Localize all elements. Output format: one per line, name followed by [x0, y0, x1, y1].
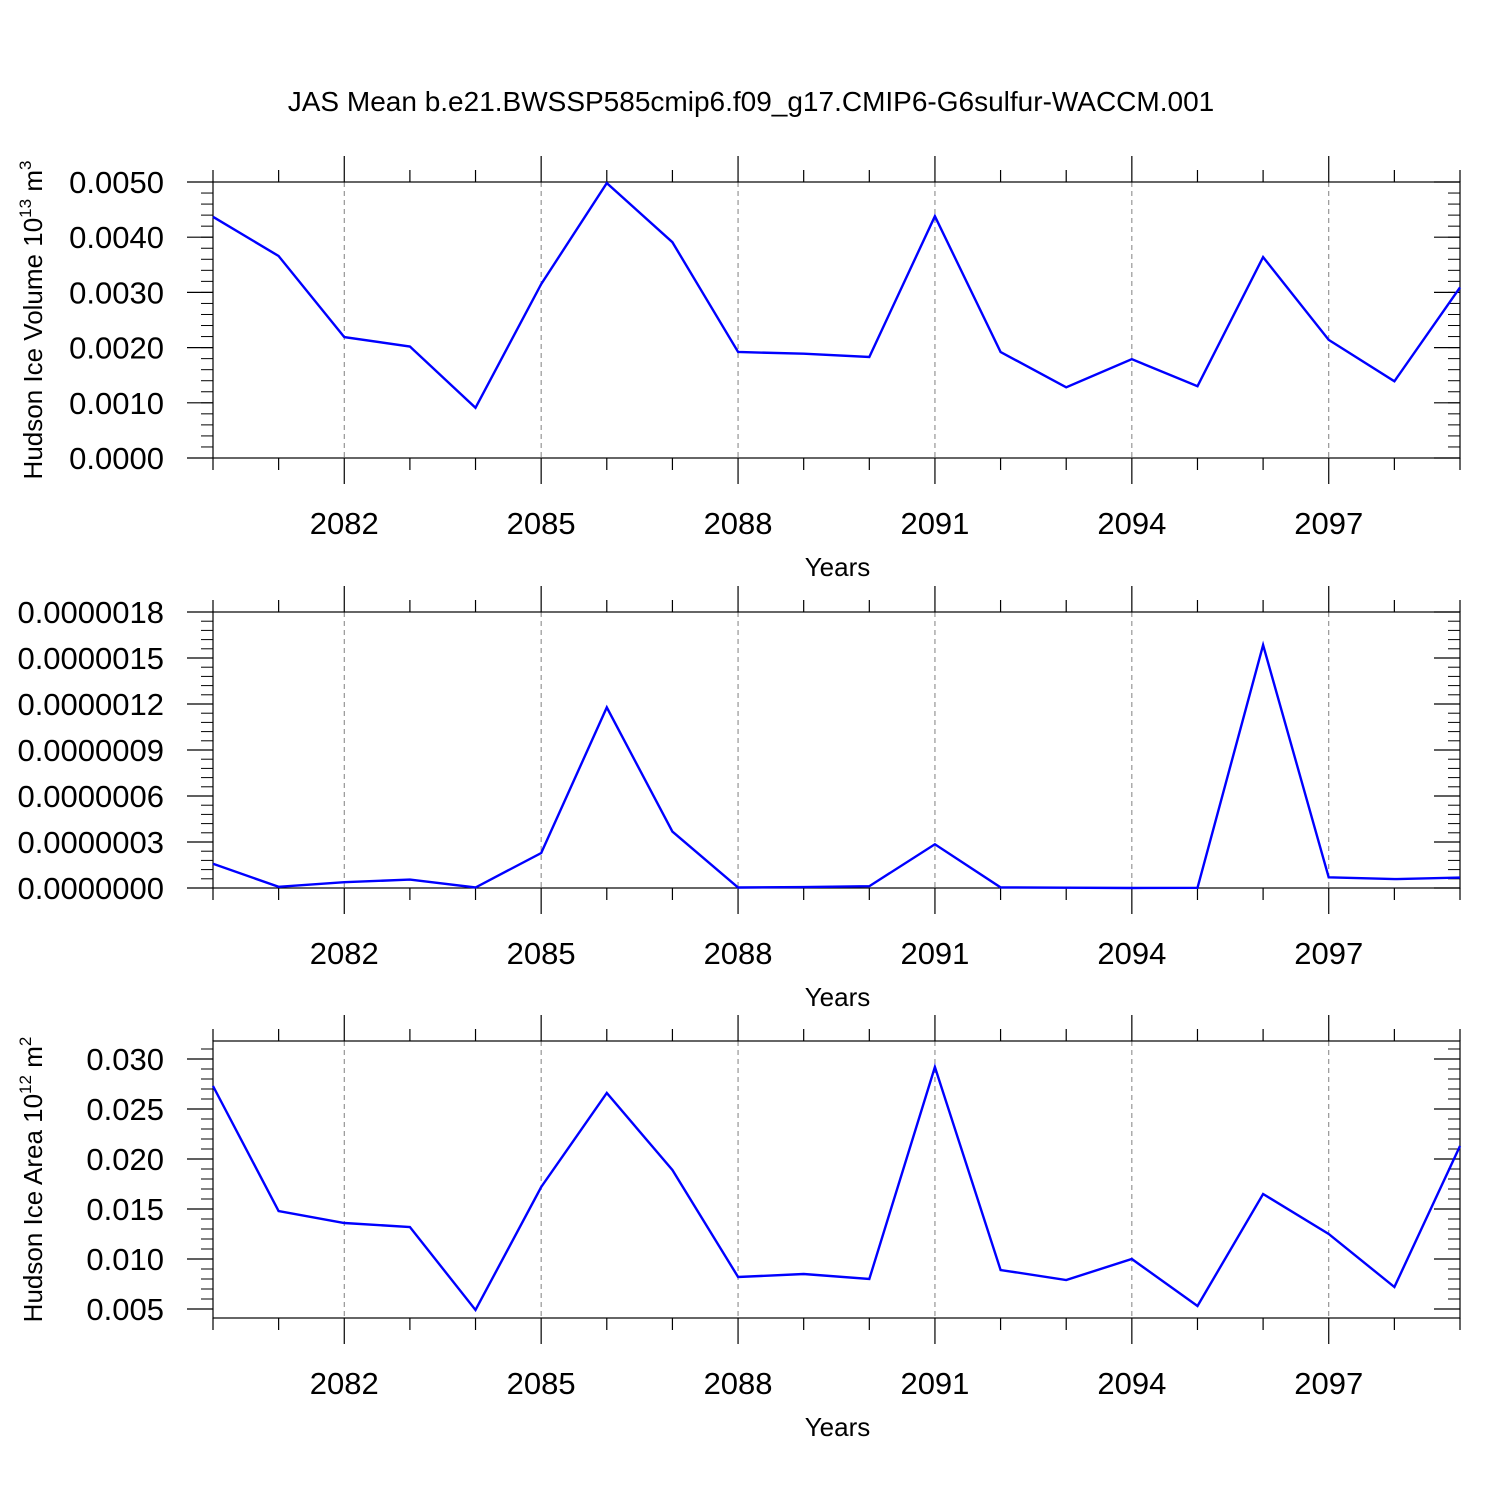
y-axis-title-text: Hudson Ice Volume 10: [18, 218, 48, 480]
y-tick-label: 0.0020: [69, 331, 164, 366]
y-tick-label: 0.010: [86, 1242, 164, 1277]
x-axis-title: Years: [805, 1412, 871, 1442]
y-tick-label: 0.0000003: [17, 825, 164, 860]
chart-panel-1: 2082 2085 2088 2091 2094 2097 Years 0.0000 0.001…: [16, 156, 1461, 582]
x-tick-label: 2094: [1097, 1366, 1166, 1401]
x-tick-label: 2082: [310, 1366, 379, 1401]
chart-panel-3: 2082 2085 2088 2091 2094 2097 Years 0.005 0.010 0…: [16, 1015, 1462, 1442]
y-axis-title-unit-exponent: 3: [16, 161, 35, 170]
y-tick-label: 0.0010: [69, 386, 164, 421]
y-tick-label: 0.0000015: [17, 641, 164, 676]
y-tick-label: 0.0040: [69, 220, 164, 255]
x-tick-label: 2091: [900, 506, 969, 541]
y-tick-label: 0.0000009: [17, 733, 164, 768]
y-axis-title-unit-exponent: 2: [16, 1037, 35, 1046]
chart-panel-2: 2082 2085 2088 2091 2094 2097 Years 0.0000000 0.…: [17, 586, 1461, 1012]
x-tick-label: 2094: [1097, 506, 1166, 541]
y-tick-label: 0.015: [86, 1192, 164, 1227]
x-tick-label: 2088: [704, 1366, 773, 1401]
x-tick-label: 2088: [704, 506, 773, 541]
y-tick-label: 0.020: [86, 1142, 164, 1177]
x-tick-label: 2088: [704, 936, 773, 971]
y-tick-label: 0.0000012: [17, 687, 164, 722]
x-tick-label: 2091: [900, 1366, 969, 1401]
y-axis-title-exponent: 12: [16, 1075, 35, 1094]
y-axis-title-unit: m: [18, 1046, 48, 1075]
y-axis-title-unit: m: [18, 170, 48, 199]
y-tick-label: 0.0000006: [17, 779, 164, 814]
y-axis-title-text: Hudson Ice Area 10: [18, 1094, 48, 1322]
plot-frame: [212, 181, 1461, 459]
figure-title: JAS Mean b.e21.BWSSP585cmip6.f09_g17.CMI…: [288, 86, 1214, 117]
y-tick-label: 0.025: [86, 1092, 164, 1127]
y-tick-label: 0.005: [86, 1292, 164, 1327]
x-tick-label: 2097: [1294, 936, 1363, 971]
y-tick-label: 0.0050: [69, 165, 164, 200]
series-line: [211, 1063, 1462, 1313]
x-tick-label: 2085: [507, 1366, 576, 1401]
x-tick-label: 2097: [1294, 506, 1363, 541]
x-axis-title: Years: [805, 982, 871, 1012]
y-tick-label: 0.0000: [69, 441, 164, 476]
y-tick-label: 0.0030: [69, 275, 164, 310]
x-tick-label: 2085: [507, 936, 576, 971]
x-tick-label: 2091: [900, 936, 969, 971]
x-tick-label: 2082: [310, 506, 379, 541]
y-tick-label: 0.030: [86, 1042, 164, 1077]
y-axis-title: Hudson Ice Volume 1013 m3: [16, 161, 48, 480]
x-tick-label: 2082: [310, 936, 379, 971]
series-line: [212, 640, 1461, 890]
x-tick-label: 2097: [1294, 1366, 1363, 1401]
x-tick-label: 2094: [1097, 936, 1166, 971]
y-tick-label: 0.0000000: [17, 871, 164, 906]
x-axis-title: Years: [805, 552, 871, 582]
series-line: [212, 181, 1461, 410]
x-tick-label: 2085: [507, 506, 576, 541]
y-axis-title: Hudson Ice Area 1012 m2: [16, 1037, 48, 1323]
panels-group: 2082 2085 2088 2091 2094 2097 Years 0.0000 0.001…: [16, 156, 1462, 1442]
y-axis-title-exponent: 13: [16, 199, 35, 218]
y-tick-label: 0.0000018: [17, 595, 164, 630]
